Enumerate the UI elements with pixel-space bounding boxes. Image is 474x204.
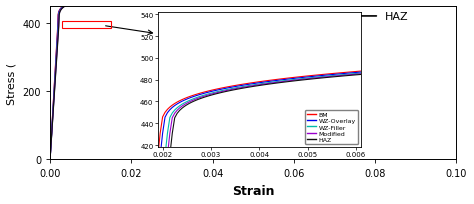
Y-axis label: Stress (: Stress ( bbox=[7, 62, 17, 104]
Bar bbox=[62, 21, 111, 29]
Text: HAZ: HAZ bbox=[385, 12, 409, 22]
X-axis label: Strain: Strain bbox=[232, 184, 274, 197]
